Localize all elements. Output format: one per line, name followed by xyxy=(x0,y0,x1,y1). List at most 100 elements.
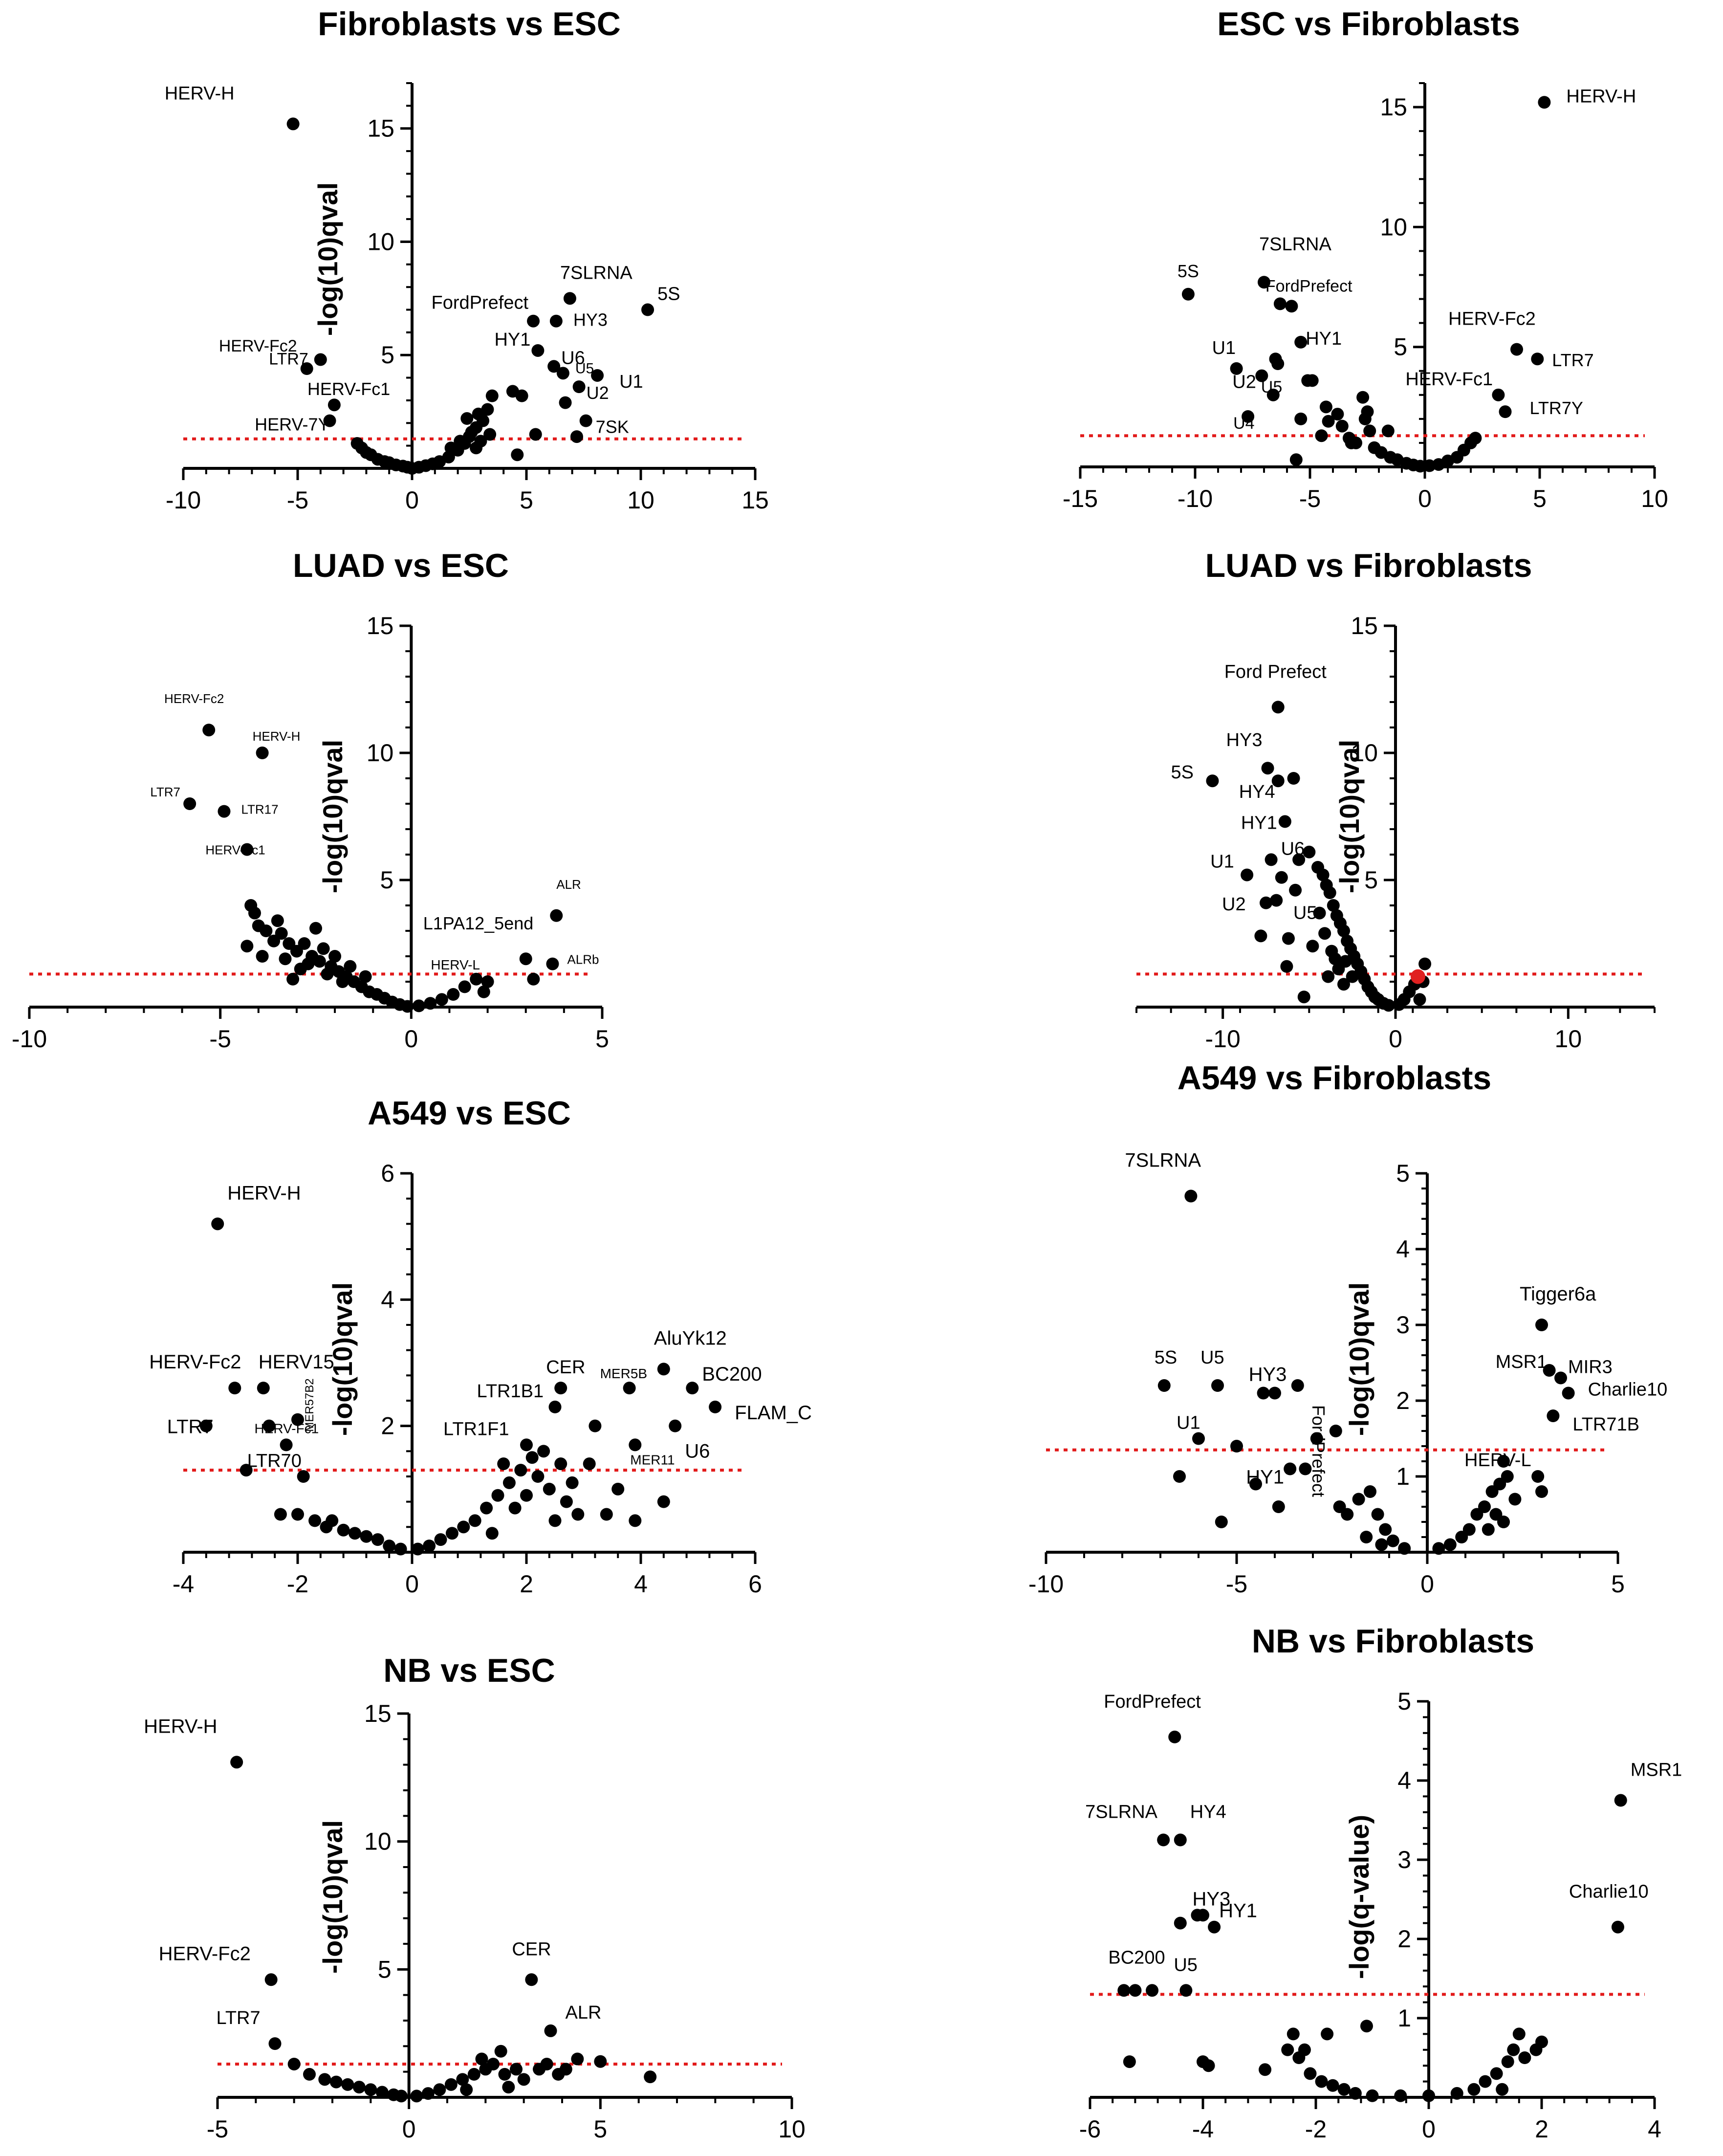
point-label-mer57b2: MER57B2 xyxy=(303,1378,316,1431)
x-tick-label: -5 xyxy=(207,2115,228,2143)
point-7slrna xyxy=(1157,1833,1170,1847)
x-tick-label: -2 xyxy=(287,1570,308,1598)
data-point xyxy=(344,960,357,973)
point-ford-prefect xyxy=(1271,701,1285,714)
point-label-herv-h: HERV-H xyxy=(1566,86,1636,107)
data-point xyxy=(1443,1538,1457,1551)
point-label-ltr1f1: LTR1F1 xyxy=(443,1419,509,1439)
point-ltr7 xyxy=(1531,352,1544,366)
data-point xyxy=(540,2057,553,2070)
data-point xyxy=(1322,415,1335,428)
point-label-herv15: HERV15 xyxy=(259,1351,334,1373)
data-point xyxy=(1339,955,1352,968)
data-point xyxy=(571,1508,585,1521)
x-tick-label: 10 xyxy=(778,2115,806,2143)
data-point xyxy=(336,975,349,988)
data-point xyxy=(1361,405,1374,418)
point-herv-fc2 xyxy=(202,724,216,737)
data-point xyxy=(1319,400,1332,414)
point-ltr7 xyxy=(268,2037,282,2050)
x-tick-label: 4 xyxy=(634,1570,648,1598)
data-point xyxy=(1316,868,1330,881)
data-point xyxy=(1315,2075,1328,2088)
data-point xyxy=(274,1508,287,1521)
point-herv-h xyxy=(230,1756,243,1769)
point-label-u6: U6 xyxy=(1281,838,1305,859)
point-label-u1: U1 xyxy=(1212,338,1236,358)
point-ltr7 xyxy=(314,353,327,366)
data-point xyxy=(412,999,425,1012)
data-point xyxy=(423,1540,436,1553)
data-point xyxy=(498,2068,511,2081)
data-point xyxy=(1349,2087,1362,2100)
y-tick-label: 3 xyxy=(1397,1846,1411,1873)
data-point xyxy=(287,2057,301,2070)
x-tick-label: 2 xyxy=(520,1570,533,1598)
point-herv-fc2 xyxy=(300,362,313,375)
data-point xyxy=(1310,1432,1323,1445)
point-label-bc200: BC200 xyxy=(702,1364,762,1385)
point-bc200 xyxy=(686,1382,699,1395)
data-point xyxy=(470,972,483,986)
point-herv-l xyxy=(527,972,540,986)
point-alrb xyxy=(546,957,559,970)
data-point xyxy=(477,985,490,998)
point-label-herv-fc2: HERV-Fc2 xyxy=(149,1351,241,1373)
data-point xyxy=(279,952,292,966)
data-point xyxy=(275,927,288,940)
point-label-hy1: HY1 xyxy=(1246,1467,1284,1488)
data-point xyxy=(1398,1542,1411,1555)
point-label-ltr7: LTR7 xyxy=(1552,350,1593,370)
point-label-7sk: 7SK xyxy=(596,417,629,437)
data-point xyxy=(1321,2027,1334,2041)
point-label-hy1: HY1 xyxy=(494,330,530,350)
point-label-mer5b: MER5B xyxy=(600,1366,647,1381)
y-tick-label: 2 xyxy=(381,1412,394,1440)
data-point xyxy=(433,2083,446,2096)
y-tick-label: 10 xyxy=(364,1828,392,1855)
point-label-hy1: HY1 xyxy=(1241,813,1277,833)
y-tick-label: 4 xyxy=(381,1286,394,1313)
y-axis-label: -log(10)qval xyxy=(327,1282,358,1436)
data-point xyxy=(1337,2083,1351,2096)
data-point xyxy=(583,1457,596,1471)
data-point xyxy=(472,407,485,420)
point-label-msr1: MSR1 xyxy=(1631,1760,1682,1781)
data-point xyxy=(1341,1508,1354,1521)
point-herv-fc1 xyxy=(240,843,254,856)
data-point xyxy=(548,1514,562,1527)
data-point xyxy=(1289,453,1303,466)
y-tick-label: 15 xyxy=(367,612,394,639)
data-point xyxy=(487,2057,500,2070)
data-point xyxy=(1280,960,1293,973)
data-point xyxy=(1173,1470,1186,1483)
point-u4 xyxy=(1242,410,1255,423)
point-label-herv-l: HERV-L xyxy=(431,957,480,972)
point-label-u6: U6 xyxy=(685,1441,710,1462)
x-tick-label: -5 xyxy=(287,486,308,514)
point-7slrna xyxy=(1184,1189,1198,1203)
data-point xyxy=(566,1476,579,1489)
point-fordprefect xyxy=(1273,297,1287,310)
data-point xyxy=(543,1482,556,1496)
data-point xyxy=(1482,1523,1495,1536)
point-hy3 xyxy=(1261,762,1274,775)
point-label-ltr7: LTR7 xyxy=(167,1416,214,1438)
panel-title: NB vs Fibroblasts xyxy=(1252,1623,1534,1660)
data-point xyxy=(326,1514,339,1527)
point-label-u6: U6 xyxy=(561,348,585,368)
point-herv-h xyxy=(211,1217,224,1231)
data-point xyxy=(248,906,261,920)
x-tick-label: 6 xyxy=(748,1570,762,1598)
point-herv-fc2 xyxy=(264,1973,278,1986)
point-label-msr1: MSR1 xyxy=(1496,1352,1548,1372)
point-mer5b xyxy=(623,1382,636,1395)
panel-a549-vs-fibroblasts: A549 vs Fibroblasts -10 -5 0 5 1 2 3 4 5 -log(10)q… xyxy=(1028,1059,1667,1598)
data-point xyxy=(1363,424,1376,438)
point-herv-fc2 xyxy=(228,1382,241,1395)
data-point xyxy=(1281,2043,1294,2056)
data-point xyxy=(1215,1516,1228,1528)
data-point xyxy=(1414,460,1427,473)
point-label-fordprefect: FordPrefect xyxy=(1309,1405,1329,1497)
